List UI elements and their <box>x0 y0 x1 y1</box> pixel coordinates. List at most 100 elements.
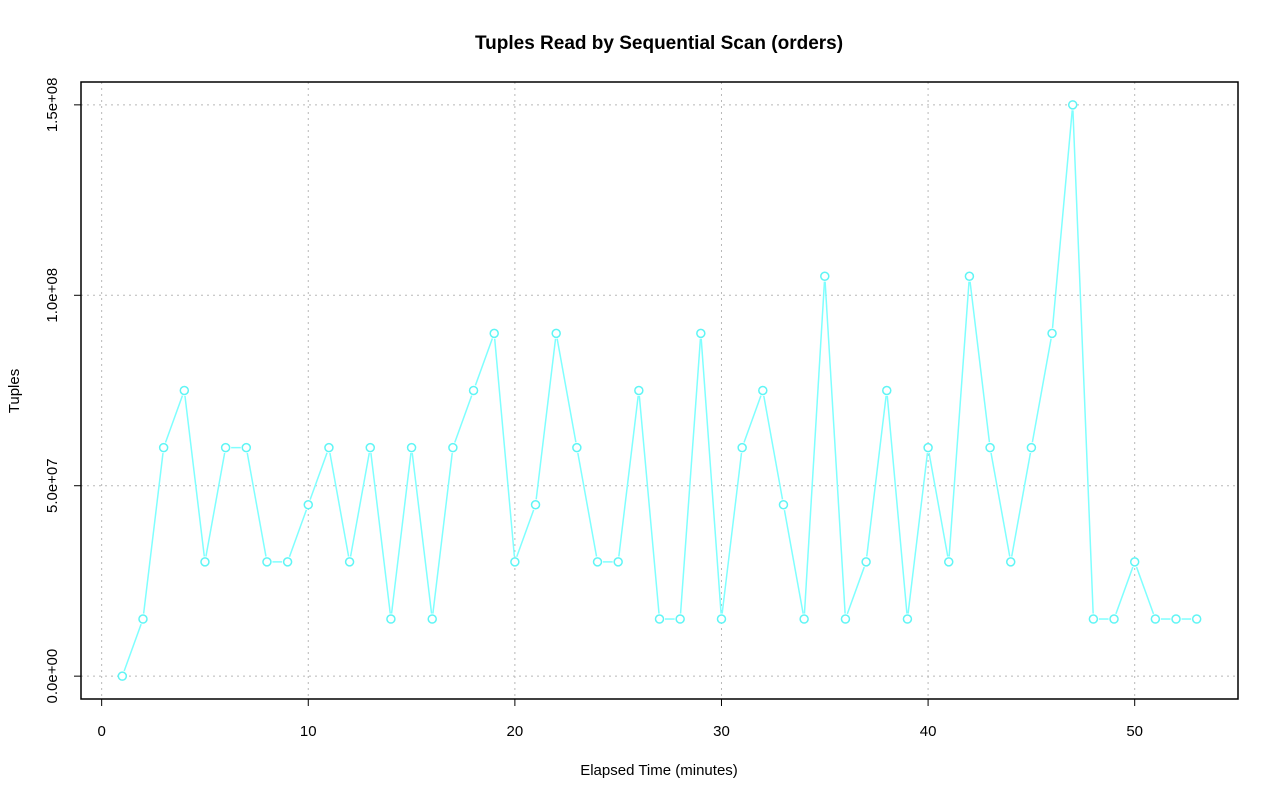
series-line-segment <box>803 281 826 614</box>
series-line-segment <box>1010 452 1032 557</box>
data-point <box>1109 614 1119 624</box>
series-line-segment <box>783 510 804 614</box>
series-line-segment <box>309 452 328 500</box>
series-line-segment <box>618 395 639 557</box>
series-line-segment <box>928 452 949 557</box>
data-point <box>324 442 334 453</box>
series-line-segment <box>679 338 702 614</box>
data-point <box>1088 614 1099 624</box>
series-line-segment <box>577 452 598 557</box>
data-point <box>778 500 789 510</box>
series-line-segment <box>763 395 784 500</box>
series-line-segment <box>349 452 371 557</box>
data-point <box>530 500 541 510</box>
data-point <box>572 442 582 453</box>
data-point <box>675 614 685 624</box>
data-point <box>179 385 190 396</box>
series-line-segment <box>454 395 473 443</box>
data-point <box>923 442 933 453</box>
series-line-segment <box>721 453 743 614</box>
series-line-segment <box>743 395 762 443</box>
data-point <box>696 328 706 339</box>
data-point <box>344 557 355 567</box>
data-point <box>282 557 293 567</box>
data-point <box>406 442 417 453</box>
series-line-segment <box>824 281 846 614</box>
data-point <box>510 557 520 567</box>
series-line-segment <box>1031 338 1052 443</box>
data-point <box>1067 100 1078 110</box>
series-line-segment <box>948 281 970 557</box>
series-line-segment <box>846 566 865 615</box>
data-point <box>1191 614 1202 624</box>
data-point <box>861 557 871 567</box>
chart-title: Tuples Read by Sequential Scan (orders) <box>475 33 843 54</box>
data-point <box>1005 557 1016 567</box>
data-point <box>613 557 623 567</box>
data-point <box>220 442 231 453</box>
data-point <box>1026 442 1037 453</box>
data-point <box>840 614 851 624</box>
data-point <box>758 385 768 396</box>
x-axis: 0 10 20 30 40 50 <box>97 699 1143 740</box>
series-line-segment <box>556 338 577 443</box>
data-point <box>138 614 148 624</box>
data-point <box>944 557 954 567</box>
series-line-segment <box>123 623 142 672</box>
series-line-segment <box>288 509 308 557</box>
data-point <box>1047 328 1057 339</box>
y-axis-label: Tuples <box>6 369 23 413</box>
series-line-segment <box>886 395 908 614</box>
data-point <box>882 385 892 396</box>
series-line-segment <box>638 395 660 614</box>
data-point <box>262 557 272 567</box>
series-line-segment <box>390 453 412 614</box>
data-point <box>386 614 396 624</box>
series-line-segment <box>164 395 184 443</box>
data-point <box>716 614 727 624</box>
plot-frame <box>80 81 1239 700</box>
series-line-segment <box>246 452 267 557</box>
series-line-segment <box>700 338 722 614</box>
data-point <box>592 557 603 567</box>
data-point <box>551 328 561 339</box>
data-point <box>654 614 665 624</box>
x-tick-label: 30 <box>713 723 730 740</box>
series-line-segment <box>370 453 391 614</box>
data-point <box>200 557 210 567</box>
series-line-segment <box>516 509 535 557</box>
series-line-segment <box>535 338 557 500</box>
y-tick-label: 1.5e+08 <box>44 78 61 133</box>
series-line-segment <box>1051 110 1073 328</box>
data-point <box>1129 557 1140 567</box>
x-tick-label: 10 <box>300 723 317 740</box>
series-line-segment <box>493 338 516 557</box>
data-point <box>117 671 128 681</box>
series-tuples <box>117 100 1202 681</box>
series-line-segment <box>432 453 453 614</box>
data-point <box>1171 614 1181 624</box>
y-tick-label: 5.0e+07 <box>44 458 61 513</box>
series-line-segment <box>329 452 350 557</box>
x-tick-label: 20 <box>507 723 524 740</box>
data-point <box>737 442 747 453</box>
x-tick-label: 50 <box>1126 723 1143 740</box>
data-point <box>985 442 995 453</box>
data-point <box>634 385 644 396</box>
series-line-segment <box>990 452 1011 557</box>
data-point <box>799 614 809 624</box>
data-point <box>902 614 913 624</box>
series-line-segment <box>184 395 206 557</box>
grid-lines <box>81 82 1238 699</box>
y-axis: 0.0e+00 5.0e+07 1.0e+08 1.5e+08 <box>44 78 81 704</box>
data-point <box>489 328 499 339</box>
series-line-segment <box>205 452 226 557</box>
series-line-segment <box>1115 566 1134 615</box>
series-line-segment <box>411 453 433 614</box>
y-tick-label: 0.0e+00 <box>44 649 61 704</box>
y-tick-label: 1.0e+08 <box>44 268 61 323</box>
series-line-segment <box>907 453 929 614</box>
series-line-segment <box>474 338 494 386</box>
data-point <box>964 271 975 281</box>
